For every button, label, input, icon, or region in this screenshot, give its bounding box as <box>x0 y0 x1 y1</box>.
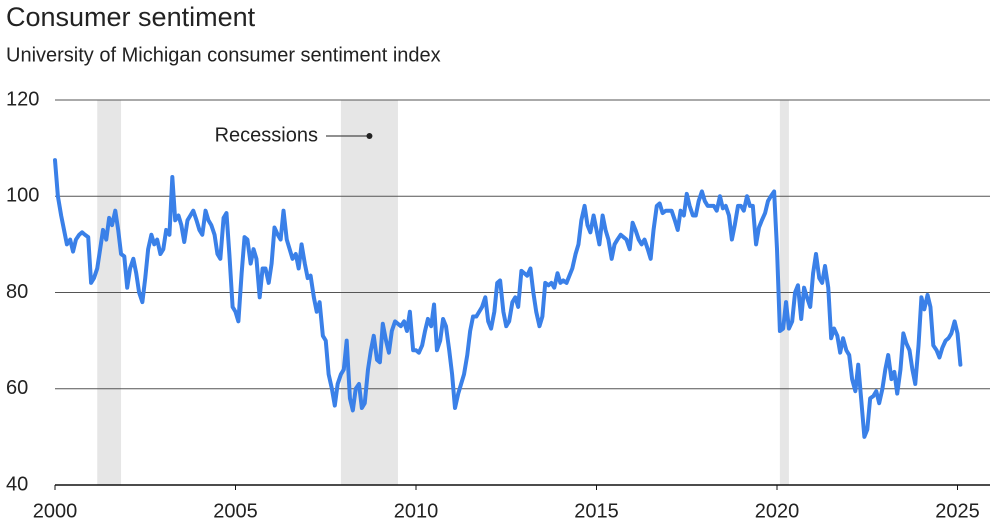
x-tick-label: 2025 <box>935 500 980 522</box>
x-tick-label: 2020 <box>755 500 800 522</box>
y-tick-label: 100 <box>6 185 39 207</box>
chart-subtitle: University of Michigan consumer sentimen… <box>6 44 441 66</box>
sentiment-line <box>53 158 963 439</box>
x-tick-label: 2015 <box>574 500 619 522</box>
grid <box>54 99 990 490</box>
plot <box>53 158 963 439</box>
annotation-dot <box>366 133 373 139</box>
chart-title: Consumer sentiment <box>6 2 256 32</box>
y-tick-label: 120 <box>6 88 39 110</box>
labels: Recessions 40 60 80 100 120 2000 2005 2010 2015 20… <box>6 88 980 522</box>
annotation: Recessions <box>215 124 318 146</box>
x-tick-label: 2005 <box>213 500 258 522</box>
x-tick-label: 2000 <box>33 500 78 522</box>
y-tick-label: 80 <box>6 281 28 303</box>
y-tick-label: 40 <box>6 473 28 495</box>
x-tick-label: 2010 <box>394 500 439 522</box>
y-tick-label: 60 <box>6 377 28 399</box>
